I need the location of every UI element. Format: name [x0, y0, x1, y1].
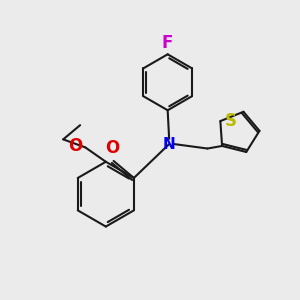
- Text: O: O: [105, 140, 119, 158]
- Text: S: S: [225, 112, 237, 130]
- Text: N: N: [163, 136, 175, 152]
- Text: O: O: [68, 137, 83, 155]
- Text: F: F: [162, 34, 173, 52]
